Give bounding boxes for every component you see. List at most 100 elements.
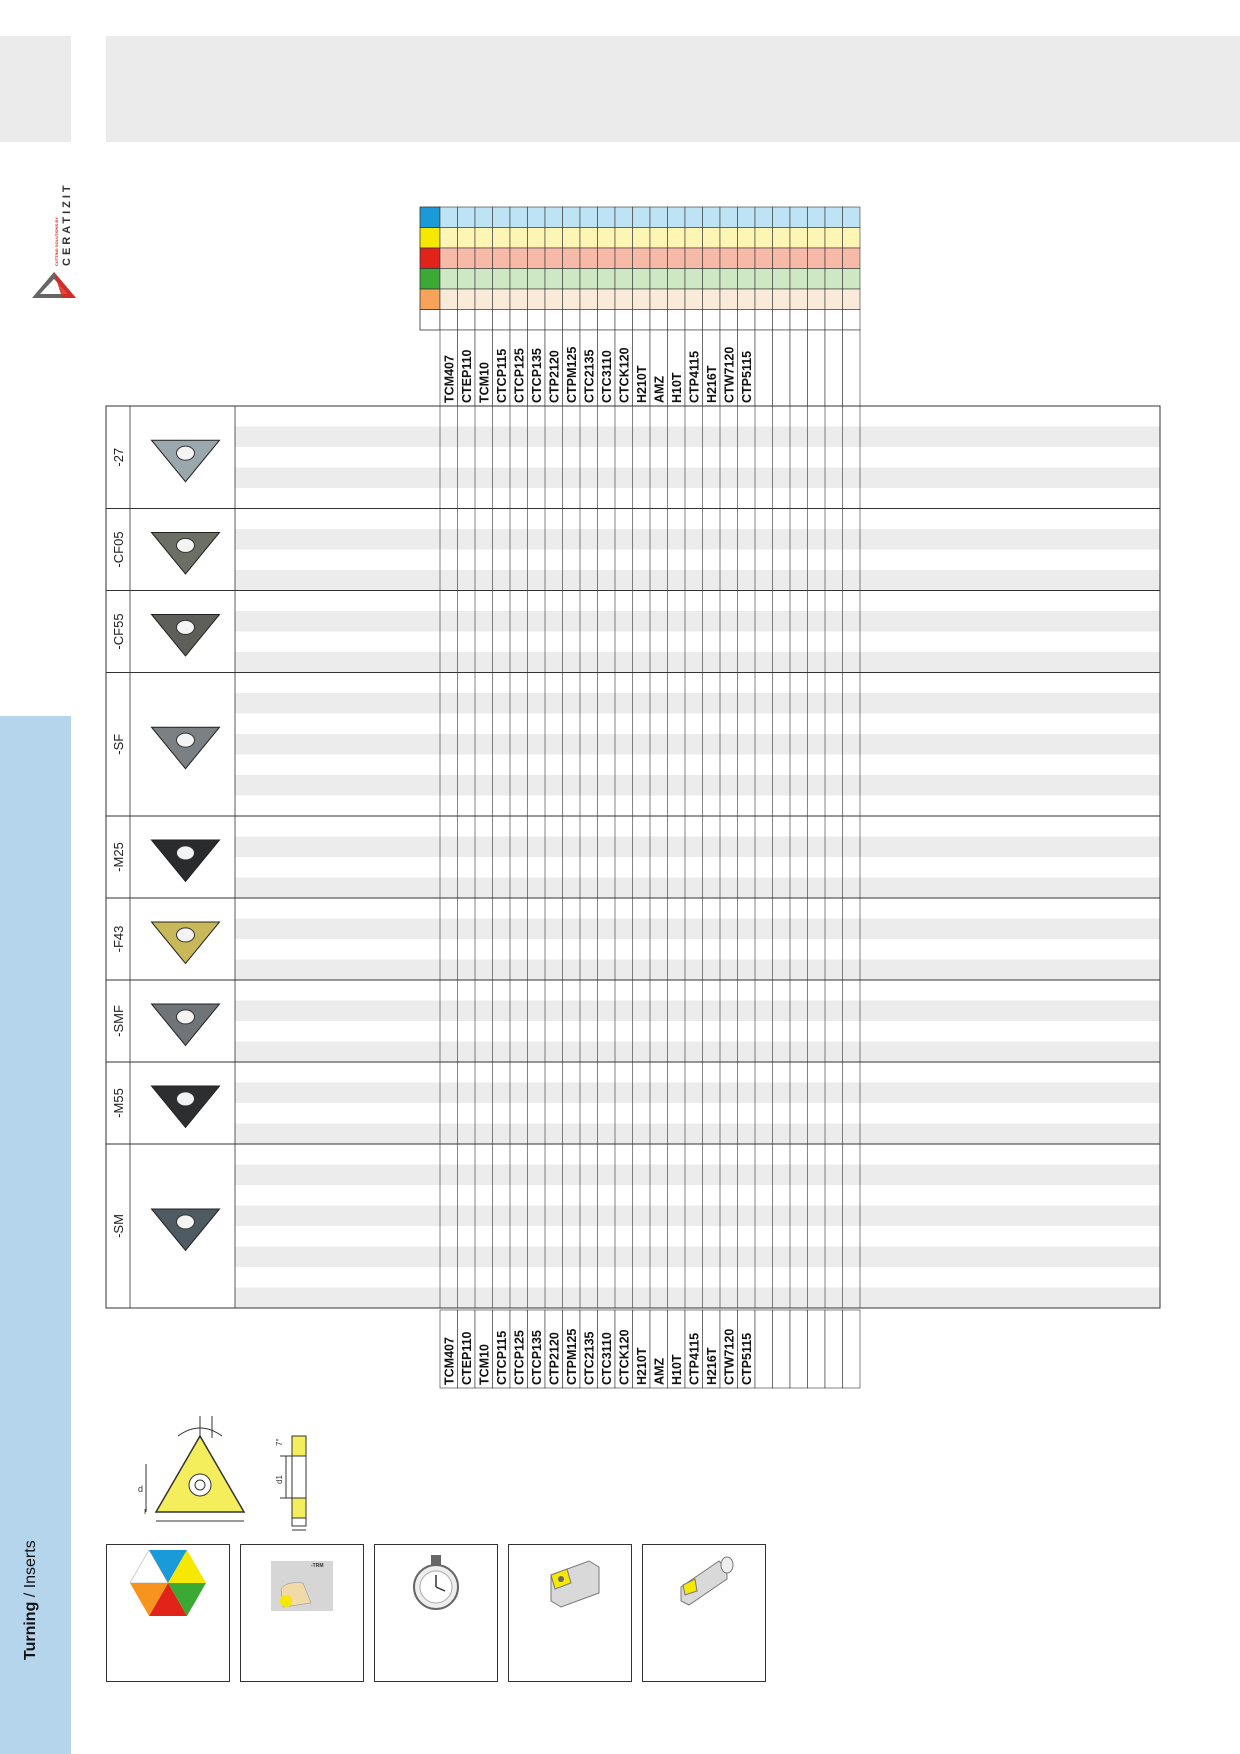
grade-label: CTC3110 [600,350,614,403]
material-matrix [419,206,861,331]
material-cell [772,288,791,310]
material-cell [562,206,581,228]
material-cell [789,206,808,228]
material-cell [614,247,633,269]
grade-label: H210T [635,365,649,403]
material-cell [737,227,756,249]
material-cell [702,288,721,310]
material-cell [474,227,493,249]
material-cell [649,309,668,331]
material-cell [527,309,546,331]
table-row [235,406,1160,427]
grade-label: CTW7120 [723,1329,737,1385]
material-cell [667,288,686,310]
table-row [235,488,1160,509]
grade-label: AMZ [653,1358,667,1385]
grade-label: H216T [705,365,719,403]
dim-angle: 7° [275,1438,284,1446]
material-cell [684,309,703,331]
material-cell [562,309,581,331]
material-cell [597,247,616,269]
table-row [235,980,1160,1001]
material-cell [509,268,528,290]
geometry-label: -CF05 [111,531,126,567]
material-cell [579,227,598,249]
material-cell [824,288,843,310]
material-cell [807,309,826,331]
grade-column-header [789,329,808,407]
grade-label: H216T [705,1347,719,1385]
boring-bar-icon [680,1556,734,1606]
grade-label: CTW7120 [723,347,737,403]
material-cell [474,268,493,290]
grade-label: CTCP115 [495,1331,509,1385]
geometry-label: -SMF [111,1005,126,1037]
material-cell [579,288,598,310]
material-cell [457,268,476,290]
table-row [235,693,1160,714]
material-cell [579,268,598,290]
stopwatch-icon [413,1555,459,1610]
legend-materials-box [106,1544,230,1682]
material-cell [684,268,703,290]
material-cell [527,247,546,269]
insert-image [150,1085,221,1129]
material-cell [579,309,598,331]
material-cell [789,247,808,269]
material-cell [667,247,686,269]
grade-column-header [807,1309,826,1389]
brand-name: CERATIZIT [61,182,73,266]
table-row [235,1287,1160,1308]
material-cell [807,268,826,290]
grade-label: CTEP110 [460,1331,474,1385]
grade-label: H10T [670,1354,684,1385]
table-row [235,1144,1160,1165]
table-row [235,570,1160,591]
grade-label: TCM10 [478,1344,492,1385]
table-row [235,1226,1160,1247]
grade-label: CTCP125 [513,348,527,403]
legend-cutting-data-box [374,1544,498,1682]
grade-label: AMZ [653,376,667,403]
material-cell [579,206,598,228]
material-cell [457,227,476,249]
insert-image [150,439,221,483]
table-row [235,1000,1160,1021]
table-row [235,1205,1160,1226]
material-cell [527,227,546,249]
grade-headers-bottom: TCM407 CTEP110 TCM10 CTCP115 CTCP125 CTCP135 C… [439,1309,861,1389]
material-cell [632,309,651,331]
material-cell [667,227,686,249]
grade-column-header [772,1309,791,1389]
corner-block [0,36,71,142]
grade-headers-top: TCM407 CTEP110 TCM10 CTCP115 CTCP125 CTCP135 C… [439,329,861,407]
grade-label: CTC3110 [600,1332,614,1385]
material-cell [754,309,773,331]
chipbreaker-label: -TRM [311,1563,324,1569]
table-row [235,816,1160,837]
grade-label: CTCP125 [513,1330,527,1385]
material-cell [614,206,633,228]
material-cell [544,227,563,249]
grade-column-header [789,1309,808,1389]
material-cell [474,247,493,269]
table-row [235,426,1160,447]
material-cell [667,309,686,331]
dim-r: r [144,1506,147,1516]
grade-label: TCM407 [443,355,457,403]
insert-image [150,839,221,883]
table-row [235,672,1160,693]
grade-label: CTCK120 [618,347,632,403]
material-swatch [419,206,441,228]
material-cell [702,227,721,249]
material-cell [597,288,616,310]
grade-column-header [807,329,826,407]
legend-boring-bar-box [642,1544,766,1682]
material-cell [842,247,861,269]
table-row [235,959,1160,980]
material-cell [684,206,703,228]
material-cell [702,206,721,228]
table-row [235,529,1160,550]
material-cell [614,227,633,249]
material-cell [772,247,791,269]
